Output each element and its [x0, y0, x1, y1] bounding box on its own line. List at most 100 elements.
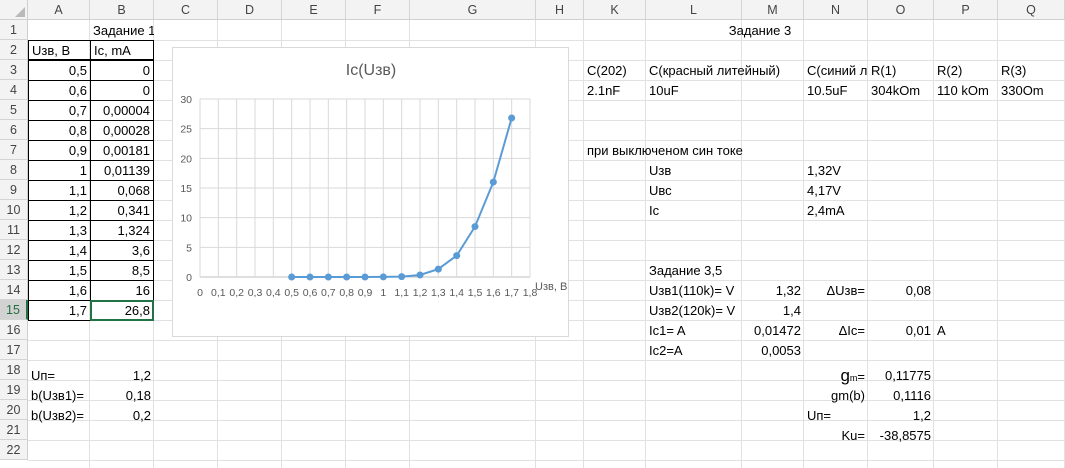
row-header-6[interactable]: 6	[0, 120, 28, 140]
column-header-q[interactable]: Q	[998, 0, 1065, 20]
data-point[interactable]	[471, 223, 479, 231]
ku-value[interactable]: -38,8575	[879, 428, 931, 443]
task3-header-r3[interactable]: R(3)	[1001, 63, 1027, 78]
uzv-cell[interactable]: 1,2	[28, 200, 91, 221]
delta-ic-value[interactable]: 0,01	[905, 323, 931, 338]
row-header-1[interactable]: 1	[0, 20, 28, 40]
delta-ic-label[interactable]: ΔIc=	[838, 323, 865, 338]
task3-header-c202[interactable]: C(202)	[587, 63, 627, 78]
chart-ic-uzv[interactable]: Ic(Uзв) 0 5 10 15 20 25 30 0 0,1 0,2 0,3 0,4 0,5 0,6…	[172, 47, 569, 337]
row-header-18[interactable]: 18	[0, 360, 28, 380]
column-header-b[interactable]: B	[90, 0, 154, 20]
measure-ic-value[interactable]: 2,4mA	[807, 203, 845, 218]
uzv-cell[interactable]: 0,8	[28, 120, 91, 141]
data-point[interactable]	[324, 273, 332, 281]
b2-value[interactable]: 0,2	[132, 408, 151, 423]
column-header-c[interactable]: C	[154, 0, 218, 20]
ic-cell[interactable]: 0,00181	[90, 140, 154, 161]
gm-label[interactable]: gm=	[804, 366, 868, 386]
header-uzv[interactable]: Uзв, В	[28, 40, 91, 60]
row-header-14[interactable]: 14	[0, 280, 28, 300]
row-header-21[interactable]: 21	[0, 420, 28, 440]
task35-up-value[interactable]: 1,2	[912, 408, 931, 423]
ic-cell[interactable]: 0	[90, 80, 154, 101]
delta-uzv-label[interactable]: ΔUзв=	[826, 283, 865, 298]
uzv-cell[interactable]: 1,7	[28, 300, 91, 321]
data-point[interactable]	[398, 273, 406, 281]
uzv-cell[interactable]: 1,1	[28, 180, 91, 201]
delta-uzv-value[interactable]: 0,08	[905, 283, 931, 298]
up-label[interactable]: Uп=	[31, 368, 56, 383]
task3-title[interactable]: Задание 3	[728, 23, 792, 38]
up-value[interactable]: 1,2	[132, 368, 151, 383]
data-point[interactable]	[508, 114, 516, 122]
delta-ic-unit[interactable]: A	[937, 323, 946, 338]
data-point[interactable]	[416, 271, 424, 279]
task3-header-r2[interactable]: R(2)	[937, 63, 963, 78]
uzv-cell[interactable]: 1,6	[28, 280, 91, 301]
row-header-20[interactable]: 20	[0, 400, 28, 420]
ic-cell[interactable]: 3,6	[90, 240, 154, 261]
ic-cell[interactable]: 16	[90, 280, 154, 301]
row-header-12[interactable]: 12	[0, 240, 28, 260]
column-header-d[interactable]: D	[218, 0, 282, 20]
row-header-5[interactable]: 5	[0, 100, 28, 120]
task3-value-c202[interactable]: 2.1nF	[587, 83, 621, 98]
ic1-value[interactable]: 0,01472	[754, 323, 801, 338]
uzv-cell[interactable]: 1,4	[28, 240, 91, 261]
uzv-cell[interactable]: 1,5	[28, 260, 91, 281]
data-point[interactable]	[306, 273, 314, 281]
uzv-cell[interactable]: 1,3	[28, 220, 91, 241]
column-header-o[interactable]: O	[868, 0, 934, 20]
b1-value[interactable]: 0,18	[125, 388, 151, 403]
row-header-8[interactable]: 8	[0, 160, 28, 180]
data-point[interactable]	[343, 273, 351, 281]
column-header-n[interactable]: N	[804, 0, 868, 20]
row-header-16[interactable]: 16	[0, 320, 28, 340]
ic-cell[interactable]: 0	[90, 60, 154, 81]
data-point[interactable]	[361, 273, 369, 281]
row-header-13[interactable]: 13	[0, 260, 28, 280]
task3-value-c-blue[interactable]: 10.5uF	[807, 83, 848, 98]
gmb-value[interactable]: 0,1116	[893, 388, 931, 403]
row-header-2[interactable]: 2	[0, 40, 28, 60]
gm-value[interactable]: 0,11775	[884, 368, 931, 383]
row-header-15[interactable]: 15	[0, 300, 28, 320]
gmb-label[interactable]: gm(b)	[831, 388, 865, 403]
uzv-cell[interactable]: 0,9	[28, 140, 91, 161]
off-note[interactable]: при выключеном син токе	[587, 143, 743, 158]
column-header-f[interactable]: F	[346, 0, 410, 20]
ic2-label[interactable]: Ic2=A	[649, 343, 683, 358]
data-point[interactable]	[379, 273, 387, 281]
column-header-h[interactable]: H	[536, 0, 584, 20]
task3-value-r3[interactable]: 330Om	[1001, 83, 1044, 98]
uzv-cell[interactable]: 0,6	[28, 80, 91, 101]
task3-header-c-red[interactable]: C(красный литейный)	[649, 63, 781, 78]
uzv2-value[interactable]: 1,4	[782, 303, 801, 318]
row-header-9[interactable]: 9	[0, 180, 28, 200]
row-header-4[interactable]: 4	[0, 80, 28, 100]
uzv-cell[interactable]: 0,7	[28, 100, 91, 121]
task35-title[interactable]: Задание 3,5	[649, 263, 723, 278]
b2-label[interactable]: b(Uзв2)=	[31, 408, 84, 423]
task3-value-r1[interactable]: 304kOm	[871, 83, 921, 98]
measure-uzv-label[interactable]: Uзв	[649, 163, 672, 178]
data-point[interactable]	[434, 265, 442, 273]
ic-cell[interactable]: 0,068	[90, 180, 154, 201]
row-header-7[interactable]: 7	[0, 140, 28, 160]
row-header-11[interactable]: 11	[0, 220, 28, 240]
row-header-19[interactable]: 19	[0, 380, 28, 400]
ic-cell[interactable]: 0,00028	[90, 120, 154, 141]
row-header-22[interactable]: 22	[0, 440, 28, 460]
uzv-cell[interactable]: 1	[28, 160, 91, 181]
column-header-l[interactable]: L	[646, 0, 742, 20]
row-header-10[interactable]: 10	[0, 200, 28, 220]
column-header-k[interactable]: K	[584, 0, 646, 20]
task3-header-c-blue[interactable]: C(синий л	[807, 63, 868, 78]
header-ic[interactable]: Ic, mA	[90, 40, 154, 60]
ku-label[interactable]: Ku=	[841, 428, 866, 443]
task35-up-label[interactable]: Uп=	[807, 408, 832, 423]
ic-cell[interactable]: 1,324	[90, 220, 154, 241]
ic-cell[interactable]: 0,01139	[90, 160, 154, 181]
task3-value-r2[interactable]: 110 kOm	[937, 83, 989, 98]
